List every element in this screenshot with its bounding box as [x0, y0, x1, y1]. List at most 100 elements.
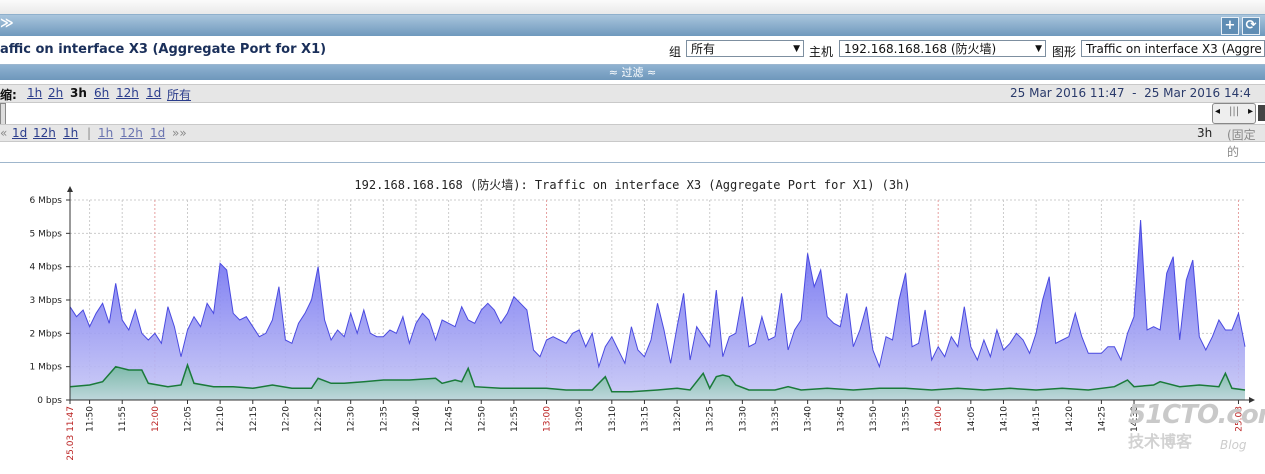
period-slider[interactable]: ◂ ||| ▸: [0, 103, 1265, 125]
x-tick-label: 14:25: [1097, 406, 1107, 432]
page-title: affic on interface X3 (Aggregate Port fo…: [0, 42, 327, 57]
x-tick-label: 12:20: [281, 406, 291, 432]
divider: [0, 162, 1265, 163]
slider-right-arrow-icon: ▸: [1247, 106, 1253, 117]
x-tick-label: 14:30: [1130, 406, 1140, 432]
date-range: 25 Mar 2016 11:47 - 25 Mar 2016 14:4: [1010, 86, 1251, 100]
x-tick-label: 13:15: [640, 406, 650, 432]
y-tick-label: 1 Mbps: [30, 363, 63, 373]
add-icon[interactable]: +: [1221, 17, 1239, 35]
refresh-icon[interactable]: ⟳: [1242, 17, 1260, 35]
x-tick-label: 12:05: [184, 406, 194, 432]
x-tick-label: 25.03 11:47: [66, 406, 76, 461]
y-tick-label: 0 bps: [37, 396, 62, 406]
nav-separator: |: [87, 126, 92, 140]
watermark-brand: 51CTO.com: [1128, 400, 1265, 430]
zoom-3h[interactable]: 3h: [70, 86, 87, 100]
zoom-all[interactable]: 所有: [167, 88, 192, 102]
series-in-line: [69, 219, 1246, 369]
dropdown-arrow-icon: ▼: [793, 44, 800, 54]
top-strip: [0, 0, 1265, 14]
x-tick-label: 12:15: [249, 406, 259, 432]
slider-right-handle[interactable]: [1258, 105, 1265, 121]
x-tick-label: 12:30: [347, 406, 357, 432]
x-tick-label: 14:05: [967, 406, 977, 432]
slider-grip-icon: |||: [1229, 106, 1240, 117]
slider-thumb[interactable]: ◂ ||| ▸: [1212, 103, 1256, 124]
x-tick-label: 13:00: [543, 406, 553, 432]
zoom-label: 缩:: [0, 88, 17, 102]
y-tick-label: 4 Mbps: [30, 263, 63, 273]
zoom-12h[interactable]: 12h: [116, 86, 139, 100]
x-tick-label: 13:25: [706, 406, 716, 432]
x-tick-label: 13:10: [608, 406, 618, 432]
group-select[interactable]: 所有 ▼: [686, 40, 804, 57]
slider-left-arrow-icon: ◂: [1215, 106, 1221, 117]
nav-forward-1h[interactable]: 1h: [98, 126, 114, 140]
group-select-value: 所有: [691, 42, 716, 56]
graph-select[interactable]: Traffic on interface X3 (Aggre: [1081, 40, 1265, 57]
x-tick-label: 12:00: [151, 406, 161, 432]
nav-back-12h[interactable]: 12h: [33, 126, 56, 140]
x-tick-label: 12:35: [379, 406, 389, 432]
y-axis-arrow: [67, 186, 73, 192]
x-tick-label: 13:35: [771, 406, 781, 432]
x-tick-label: 25.03: [1234, 406, 1244, 432]
x-tick-label: 12:10: [216, 406, 226, 432]
x-tick-label: 12:25: [314, 406, 324, 432]
series-out-area: [70, 365, 1245, 400]
y-tick-label: 2 Mbps: [30, 329, 63, 339]
y-tick-label: 3 Mbps: [30, 296, 63, 306]
widget-titlebar: ≫ + ⟳: [0, 14, 1265, 36]
y-tick-label: 6 Mbps: [30, 196, 63, 206]
group-label: 组: [669, 45, 682, 59]
zoom-2h[interactable]: 2h: [48, 86, 64, 100]
filter-toggle[interactable]: ≈ 过滤 ≈: [0, 65, 1265, 80]
x-tick-label: 12:50: [477, 406, 487, 432]
x-tick-label: 13:55: [902, 406, 912, 432]
watermark: 51CTO.com 技术博客 Blog: [1128, 400, 1265, 452]
x-tick-label: 12:45: [445, 406, 455, 432]
nav-back-1d[interactable]: 1d: [12, 126, 28, 140]
host-select-value: 192.168.168.168 (防火墙): [844, 42, 997, 56]
graph-header: affic on interface X3 (Aggregate Port fo…: [0, 36, 1265, 65]
x-tick-label: 13:40: [804, 406, 814, 432]
graph-label: 图形: [1052, 45, 1077, 59]
x-tick-label: 12:55: [510, 406, 520, 432]
x-tick-label: 13:20: [673, 406, 683, 432]
titlebar-mark: ≫: [0, 16, 14, 31]
x-tick-label: 13:45: [836, 406, 846, 432]
x-axis-arrow: [1249, 397, 1255, 403]
zoom-1d[interactable]: 1d: [146, 86, 162, 100]
x-tick-label: 12:40: [412, 406, 422, 432]
host-select[interactable]: 192.168.168.168 (防火墙) ▼: [839, 40, 1046, 57]
watermark-sub: 技术博客: [1128, 432, 1193, 451]
dropdown-arrow-icon: ▼: [1035, 44, 1042, 54]
nav-period: 3h: [1197, 126, 1213, 140]
series-out-line: [69, 362, 1246, 393]
nav-fixed-toggle[interactable]: (固定的: [1227, 128, 1256, 159]
nav-forward-12h[interactable]: 12h: [120, 126, 143, 140]
x-tick-label: 13:30: [738, 406, 748, 432]
nav-back-all[interactable]: «: [0, 126, 8, 140]
graph-select-value: Traffic on interface X3 (Aggre: [1086, 42, 1262, 56]
zoom-bar: 缩: 1h 2h 3h 6h 12h 1d 所有 25 Mar 2016 11:…: [0, 84, 1265, 103]
nav-forward-1d[interactable]: 1d: [150, 126, 166, 140]
y-tick-label: 5 Mbps: [30, 229, 63, 239]
x-tick-label: 14:10: [999, 406, 1009, 432]
watermark-blog: Blog: [1220, 438, 1247, 452]
x-tick-label: 14:20: [1065, 406, 1075, 432]
period-nav: « 1d 12h 1h | 1h 12h 1d »» 3h (固定的: [0, 124, 1265, 159]
nav-forward-all[interactable]: »»: [172, 126, 187, 140]
x-tick-label: 11:50: [86, 406, 96, 432]
host-label: 主机: [809, 45, 834, 59]
chart-title: 192.168.168.168 (防火墙): Traffic on interf…: [354, 178, 911, 192]
x-tick-label: 14:15: [1032, 406, 1042, 432]
zoom-6h[interactable]: 6h: [94, 86, 110, 100]
nav-back-1h[interactable]: 1h: [63, 126, 79, 140]
x-tick-label: 11:55: [118, 406, 128, 432]
x-tick-label: 13:05: [575, 406, 585, 432]
series-in-area: [70, 220, 1245, 400]
zoom-1h[interactable]: 1h: [27, 86, 43, 100]
